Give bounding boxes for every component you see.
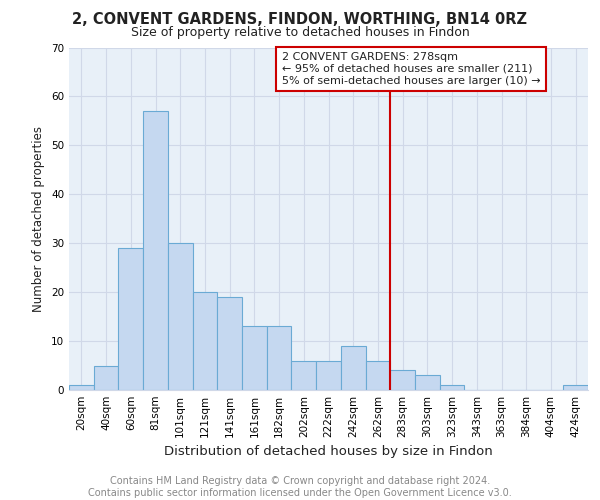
Bar: [143, 111, 168, 390]
Bar: [217, 297, 242, 390]
Text: Size of property relative to detached houses in Findon: Size of property relative to detached ho…: [131, 26, 469, 39]
Bar: [563, 385, 588, 390]
Bar: [267, 326, 292, 390]
Bar: [118, 248, 143, 390]
Bar: [341, 346, 365, 390]
Bar: [193, 292, 217, 390]
Bar: [69, 385, 94, 390]
Bar: [292, 360, 316, 390]
Bar: [94, 366, 118, 390]
Bar: [440, 385, 464, 390]
Bar: [242, 326, 267, 390]
Bar: [365, 360, 390, 390]
Bar: [168, 243, 193, 390]
Text: 2 CONVENT GARDENS: 278sqm
← 95% of detached houses are smaller (211)
5% of semi-: 2 CONVENT GARDENS: 278sqm ← 95% of detac…: [281, 52, 540, 86]
X-axis label: Distribution of detached houses by size in Findon: Distribution of detached houses by size …: [164, 446, 493, 458]
Bar: [415, 376, 440, 390]
Y-axis label: Number of detached properties: Number of detached properties: [32, 126, 46, 312]
Bar: [390, 370, 415, 390]
Text: Contains HM Land Registry data © Crown copyright and database right 2024.
Contai: Contains HM Land Registry data © Crown c…: [88, 476, 512, 498]
Text: 2, CONVENT GARDENS, FINDON, WORTHING, BN14 0RZ: 2, CONVENT GARDENS, FINDON, WORTHING, BN…: [73, 12, 527, 28]
Bar: [316, 360, 341, 390]
